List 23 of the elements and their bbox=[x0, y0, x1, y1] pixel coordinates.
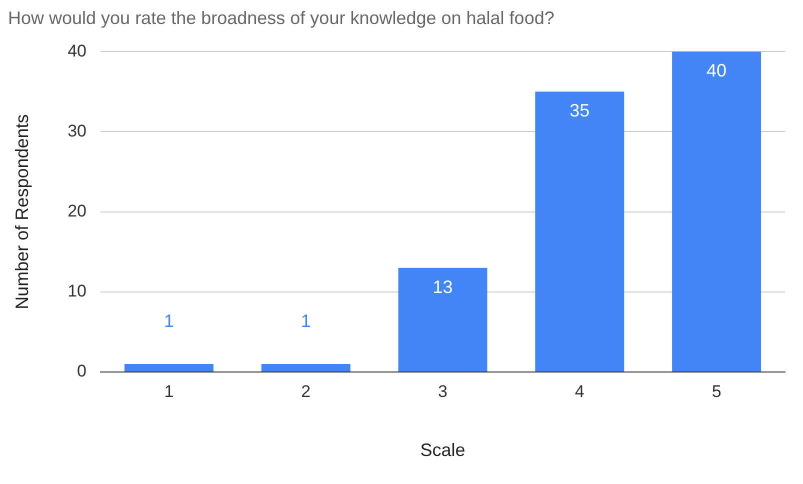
bar bbox=[672, 52, 762, 372]
data-label: 13 bbox=[432, 276, 453, 297]
bar bbox=[535, 92, 624, 372]
x-axis-title: Scale bbox=[420, 440, 466, 460]
bar bbox=[398, 268, 488, 372]
y-tick-label: 40 bbox=[68, 41, 87, 60]
y-tick-label: 30 bbox=[68, 121, 87, 140]
bar bbox=[124, 364, 214, 372]
y-axis-title: Number of Respondents bbox=[12, 114, 32, 310]
x-tick-label: 2 bbox=[301, 382, 311, 401]
x-tick-label: 3 bbox=[438, 382, 448, 401]
y-tick-label: 20 bbox=[68, 201, 87, 220]
data-label: 35 bbox=[570, 100, 590, 121]
x-tick-label: 5 bbox=[712, 382, 722, 401]
x-tick-label: 4 bbox=[574, 382, 584, 401]
chart-title: How would you rate the broadness of your knowledge on halal food? bbox=[8, 8, 554, 28]
data-label: 1 bbox=[300, 310, 311, 331]
x-tick-label: 1 bbox=[164, 382, 174, 401]
bar bbox=[261, 364, 350, 372]
y-tick-label: 10 bbox=[68, 282, 87, 301]
data-label: 1 bbox=[164, 310, 174, 331]
data-label: 40 bbox=[706, 60, 727, 81]
y-tick-label: 0 bbox=[77, 362, 87, 381]
